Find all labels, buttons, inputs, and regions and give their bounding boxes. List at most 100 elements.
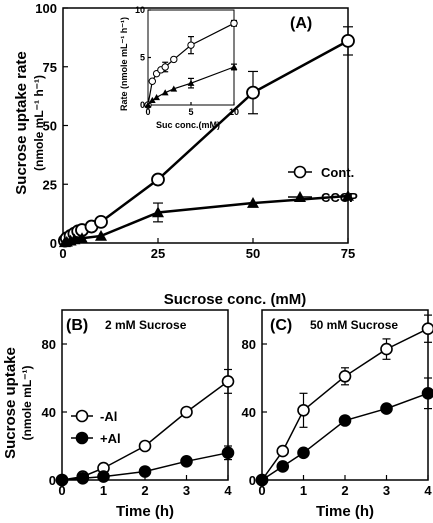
y-tick-label: 0 bbox=[249, 473, 256, 488]
legend-minus-al-label: -Al bbox=[100, 409, 117, 424]
panel-c-xlabel: Time (h) bbox=[316, 503, 374, 520]
data-point bbox=[246, 85, 260, 100]
data-point bbox=[297, 446, 310, 460]
data-point bbox=[138, 439, 152, 453]
y-tick-label: 40 bbox=[42, 405, 56, 420]
data-point bbox=[152, 206, 164, 218]
data-point bbox=[170, 85, 178, 92]
x-tick-label: 4 bbox=[224, 483, 232, 498]
data-point bbox=[161, 89, 169, 96]
legend-cccp-marker bbox=[294, 191, 306, 202]
y-tick-label: 0 bbox=[50, 236, 57, 251]
panel-c-label: (C) bbox=[270, 317, 292, 334]
panel-b-title: 2 mM Sucrose bbox=[105, 318, 187, 332]
data-point bbox=[230, 63, 238, 70]
data-point bbox=[144, 101, 152, 108]
data-point bbox=[276, 460, 290, 473]
data-point bbox=[255, 473, 269, 487]
x-tick-label: 2 bbox=[141, 483, 148, 498]
y-tick-label: 100 bbox=[35, 1, 57, 16]
x-tick-label: 75 bbox=[341, 246, 355, 261]
data-point bbox=[247, 197, 259, 208]
data-point bbox=[180, 405, 193, 419]
data-point bbox=[341, 34, 355, 48]
legend-minus-al-marker bbox=[75, 409, 89, 423]
x-tick-label: 3 bbox=[383, 483, 390, 498]
plot-frame bbox=[61, 309, 229, 481]
x-tick-label: 1 bbox=[300, 483, 307, 498]
data-point bbox=[221, 446, 235, 460]
data-point bbox=[421, 322, 433, 335]
panel-b-ylabel-unit: (nmole mL⁻¹) bbox=[20, 366, 34, 441]
panel-a-inset: 0 5 10 0 5 10 Suc conc.(mM) Rate (nmole mL⁻¹ … bbox=[119, 5, 239, 130]
series-line-Cont. bbox=[147, 22, 235, 106]
y-tick-label: 0 bbox=[140, 100, 145, 110]
y-tick-label: 0 bbox=[49, 473, 56, 488]
x-tick-label: 10 bbox=[229, 107, 239, 117]
y-tick-label: 75 bbox=[43, 60, 57, 75]
y-tick-label: 40 bbox=[242, 405, 256, 420]
x-tick-label: 1 bbox=[100, 483, 107, 498]
inset-xlabel: Suc conc.(mM) bbox=[156, 120, 220, 130]
data-point bbox=[338, 369, 352, 383]
data-point bbox=[76, 471, 90, 485]
panel-a-xlabel: Sucrose conc. (mM) bbox=[164, 291, 307, 308]
data-point bbox=[138, 465, 152, 478]
legend-cccp: CCCP bbox=[288, 190, 358, 205]
data-point bbox=[380, 402, 393, 415]
data-point bbox=[276, 444, 290, 458]
legend-minus-al: -Al bbox=[71, 409, 117, 424]
panel-a-ylabel: Sucrose uptake rate bbox=[13, 51, 30, 194]
data-point bbox=[221, 375, 235, 388]
panel-a-legend: Cont. CCCP bbox=[288, 165, 358, 205]
data-point bbox=[151, 172, 165, 187]
data-point bbox=[76, 232, 88, 244]
data-point bbox=[148, 77, 157, 85]
inset-ylabel: Rate (nmole mL⁻¹ h⁻¹) bbox=[119, 17, 129, 111]
panel-b-ylabel: Sucrose uptake bbox=[2, 347, 19, 459]
x-tick-label: 0 bbox=[59, 246, 66, 261]
data-point bbox=[95, 229, 107, 241]
series-line--Al bbox=[261, 328, 429, 481]
x-tick-label: 3 bbox=[183, 483, 190, 498]
series-line-CCCP bbox=[64, 194, 349, 244]
legend-plus-al-label: +Al bbox=[100, 431, 121, 446]
y-tick-label: 50 bbox=[43, 119, 57, 134]
x-tick-label: 4 bbox=[424, 483, 432, 498]
y-tick-label: 10 bbox=[135, 5, 145, 15]
inset-plot: 0 5 10 0 5 10 bbox=[135, 5, 239, 117]
data-point bbox=[338, 414, 352, 427]
x-tick-label: 5 bbox=[188, 107, 193, 117]
data-point bbox=[187, 41, 195, 49]
data-point bbox=[161, 63, 169, 71]
data-point bbox=[342, 190, 354, 201]
x-tick-label: 0 bbox=[258, 483, 265, 498]
data-point bbox=[187, 79, 195, 86]
data-point bbox=[180, 454, 193, 468]
data-point bbox=[55, 473, 69, 487]
panel-b-label: (B) bbox=[66, 317, 88, 334]
panel-a-ylabel-unit: (nmole mL⁻¹ h⁻¹) bbox=[32, 75, 46, 171]
x-tick-label: 2 bbox=[341, 483, 348, 498]
x-tick-label: 50 bbox=[246, 246, 260, 261]
plot-frame bbox=[147, 9, 235, 106]
x-tick-label: 0 bbox=[58, 483, 65, 498]
legend-plus-al: +Al bbox=[71, 431, 121, 446]
y-tick-label: 5 bbox=[140, 53, 145, 63]
data-point bbox=[421, 387, 433, 400]
series-line-Cont. bbox=[63, 39, 349, 242]
data-point bbox=[97, 470, 110, 483]
data-point bbox=[380, 342, 393, 356]
panel-b-legend: -Al +Al bbox=[71, 409, 121, 446]
x-tick-label: 0 bbox=[145, 107, 150, 117]
data-point bbox=[153, 94, 160, 101]
panel-b-xlabel: Time (h) bbox=[116, 503, 174, 520]
legend-cont: Cont. bbox=[288, 165, 354, 180]
data-point bbox=[230, 19, 238, 27]
